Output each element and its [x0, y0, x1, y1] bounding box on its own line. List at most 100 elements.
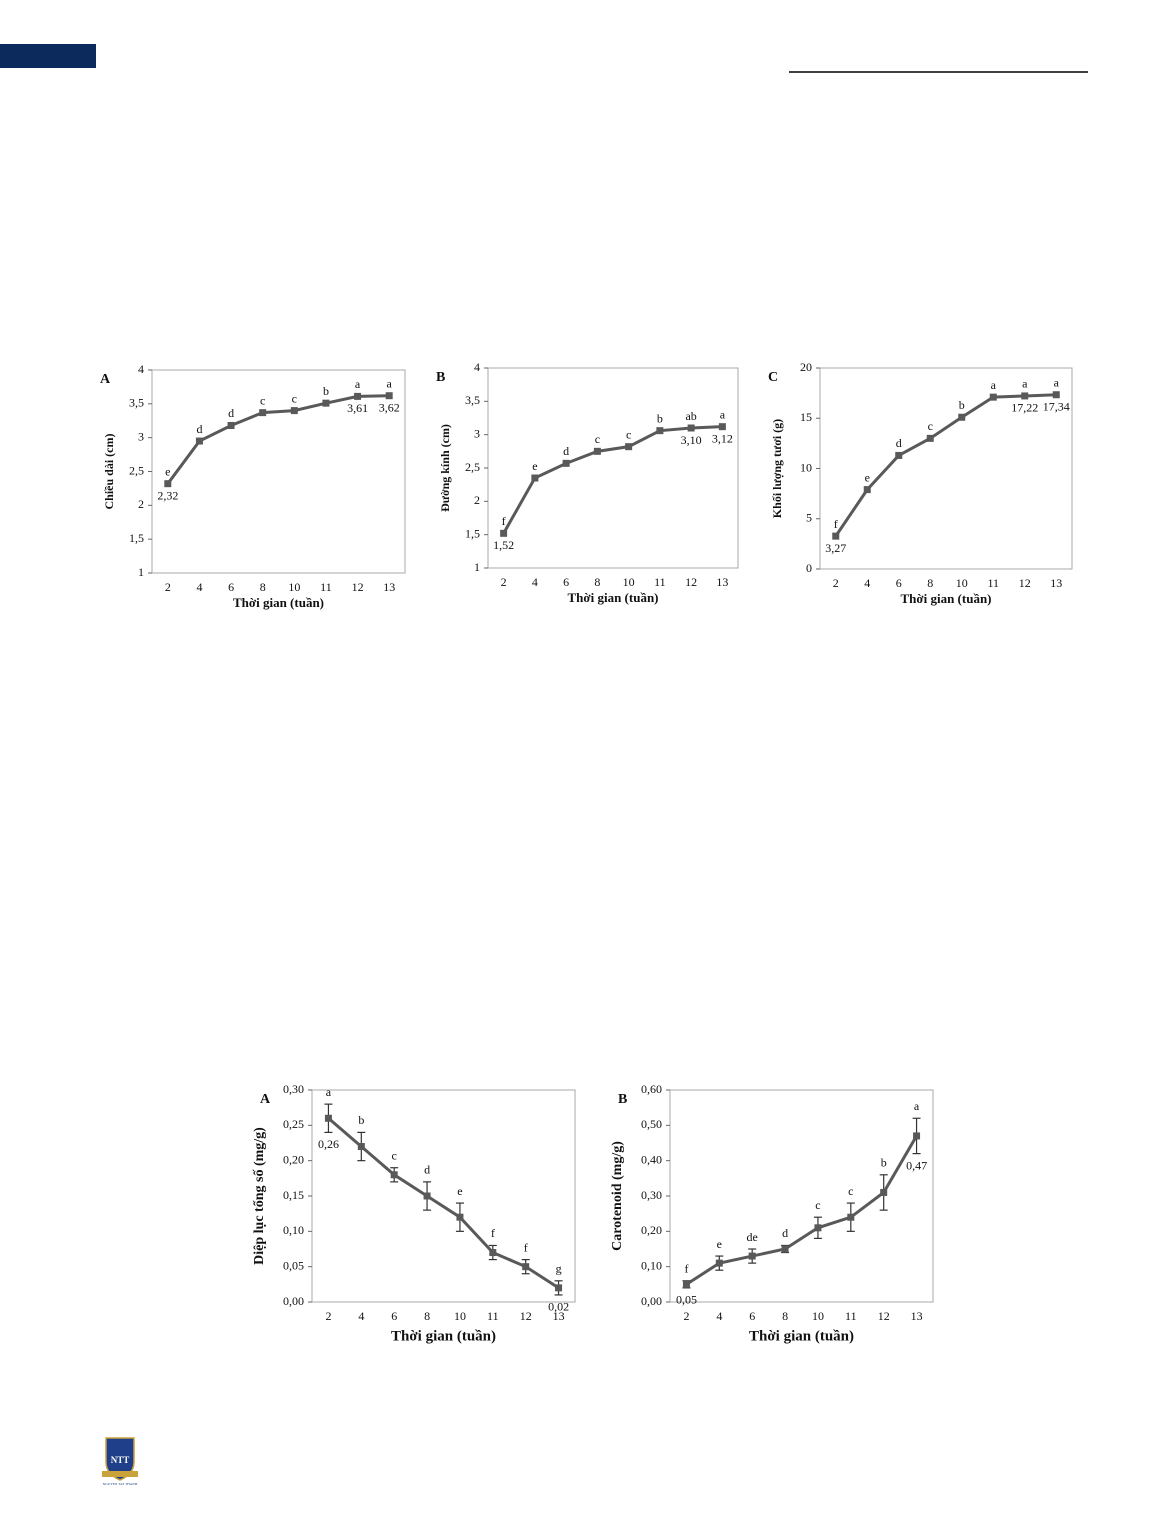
y-tick-label: 0,20	[641, 1223, 662, 1237]
value-label: 1,52	[493, 538, 514, 552]
value-label: 3,27	[825, 541, 846, 555]
marker	[913, 1132, 921, 1140]
marker	[322, 399, 330, 407]
y-tick-label: 20	[800, 360, 812, 374]
x-tick-label: 11	[845, 1309, 857, 1323]
significance-letter: d	[196, 422, 202, 436]
significance-letter: d	[896, 436, 902, 450]
y-axis-title: Chiều dài (cm)	[102, 434, 116, 510]
marker	[989, 393, 997, 401]
y-tick-label: 0,40	[641, 1152, 662, 1166]
y-axis-title: Khối lượng tươi (g)	[770, 419, 784, 518]
marker	[385, 392, 393, 400]
significance-letter: c	[595, 432, 600, 446]
significance-letter: c	[260, 393, 265, 407]
y-tick-label: 3,5	[129, 396, 144, 410]
x-tick-label: 12	[878, 1309, 890, 1323]
significance-letter: a	[991, 378, 997, 392]
significance-letter: b	[881, 1156, 887, 1170]
marker	[880, 1188, 888, 1196]
y-tick-label: 0,30	[641, 1188, 662, 1202]
chart: 0,00 0,10 0,20 0,30 0,40 0,50 0,60 2 4 6 8 10 11 12 13…	[610, 1082, 934, 1344]
significance-letter: a	[1022, 377, 1028, 391]
significance-letter: f	[524, 1240, 528, 1254]
panel-label: B	[618, 1092, 627, 1107]
x-tick-label: 10	[623, 575, 635, 589]
significance-letter: d	[424, 1163, 430, 1177]
x-tick-label: 8	[782, 1309, 788, 1323]
marker	[847, 1213, 855, 1221]
y-tick-label: 15	[800, 410, 812, 424]
header-bar	[0, 44, 96, 68]
y-tick-label: 2,5	[129, 463, 144, 477]
significance-letter: c	[848, 1184, 853, 1198]
significance-letter: f	[502, 514, 506, 528]
marker	[895, 451, 903, 459]
significance-letter: c	[815, 1198, 820, 1212]
panel-label: B	[436, 370, 445, 385]
x-tick-label: 12	[1019, 576, 1031, 590]
y-tick-label: 3,5	[465, 393, 480, 407]
y-axis-title: Carotenoid (mg/g)	[610, 1141, 625, 1251]
marker	[682, 1280, 690, 1288]
value-label: 3,12	[712, 431, 733, 445]
x-tick-label: 8	[424, 1309, 430, 1323]
x-tick-label: 10	[812, 1309, 824, 1323]
x-tick-label: 8	[260, 580, 266, 594]
marker	[718, 423, 726, 431]
y-tick-label: 0,25	[283, 1117, 304, 1131]
marker	[164, 480, 172, 488]
significance-letter: b	[657, 411, 663, 425]
marker	[715, 1259, 723, 1267]
y-tick-label: 0,00	[641, 1294, 662, 1308]
marker	[227, 421, 235, 429]
y-tick-label: 3	[138, 429, 144, 443]
value-label: 0,05	[676, 1293, 697, 1307]
x-tick-label: 13	[911, 1309, 923, 1323]
y-tick-label: 1	[138, 565, 144, 579]
logo-name: NGUYEN TAT THANH	[103, 1482, 138, 1486]
marker	[531, 474, 539, 482]
value-label: 17,22	[1011, 401, 1038, 415]
marker	[625, 443, 633, 451]
x-axis-title: Thời gian (tuần)	[749, 1328, 854, 1344]
data-line	[166, 394, 390, 485]
x-tick-label: 8	[927, 576, 933, 590]
marker	[357, 1143, 365, 1151]
y-tick-label: 1,5	[129, 531, 144, 545]
value-label: 2,32	[157, 488, 178, 502]
x-axis-title: Thời gian (tuần)	[391, 1328, 496, 1344]
significance-letter: b	[959, 398, 965, 412]
significance-letter: b	[358, 1113, 364, 1127]
marker	[423, 1192, 431, 1200]
significance-letter: d	[782, 1226, 788, 1240]
marker	[781, 1245, 789, 1253]
significance-letter: e	[457, 1184, 462, 1198]
significance-letter: a	[1054, 375, 1060, 389]
data-line	[834, 393, 1057, 537]
x-tick-label: 10	[454, 1309, 466, 1323]
significance-letter: f	[684, 1262, 688, 1276]
significance-letter: e	[165, 464, 170, 478]
x-tick-label: 4	[716, 1309, 722, 1323]
significance-letter: de	[747, 1230, 758, 1244]
significance-letter: e	[532, 459, 537, 473]
significance-letter: a	[387, 376, 393, 390]
y-tick-label: 2	[474, 493, 480, 507]
significance-letter: c	[928, 419, 933, 433]
marker	[354, 392, 362, 400]
y-tick-label: 0,05	[283, 1258, 304, 1272]
logo-ribbon	[102, 1471, 138, 1477]
marker	[1021, 392, 1029, 400]
x-tick-label: 4	[196, 580, 202, 594]
x-axis-title: Thời gian (tuần)	[233, 595, 324, 610]
marker	[489, 1249, 497, 1257]
marker	[656, 427, 664, 435]
logo: NTT NGUYEN TAT THANH	[102, 1437, 138, 1486]
x-tick-label: 10	[956, 576, 968, 590]
marker	[522, 1263, 530, 1271]
x-tick-label: 6	[391, 1309, 397, 1323]
marker	[832, 532, 840, 540]
